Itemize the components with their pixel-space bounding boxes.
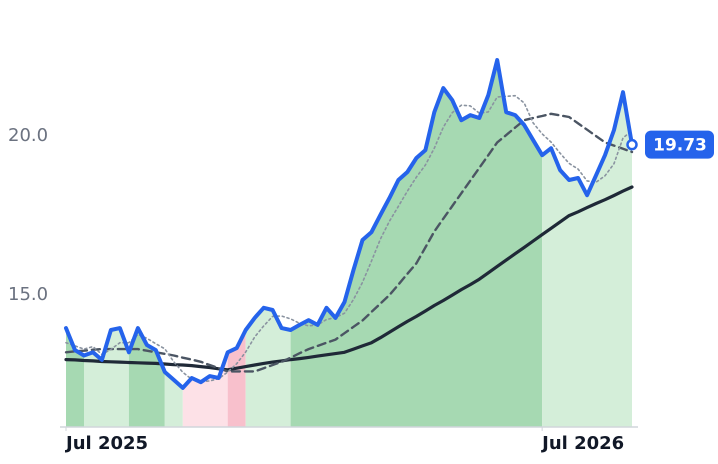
zone-area [227,330,246,427]
zone-area [542,92,632,427]
zone-area [84,328,129,427]
series-line [64,112,634,373]
x-tick-label: Jul 2026 [540,433,624,454]
series-line [64,58,634,390]
zone-area [245,307,291,427]
y-tick-label: 15.0 [8,284,48,305]
zone-area [182,352,228,427]
series-line [65,94,633,383]
y-tick-label: 20.0 [8,125,48,146]
x-tick-label: Jul 2025 [64,433,148,454]
last-value-badge [645,130,714,159]
last-value-label: 19.73 [653,136,707,156]
zone-area [290,60,543,427]
zone-area [66,328,84,427]
last-point [626,138,638,151]
